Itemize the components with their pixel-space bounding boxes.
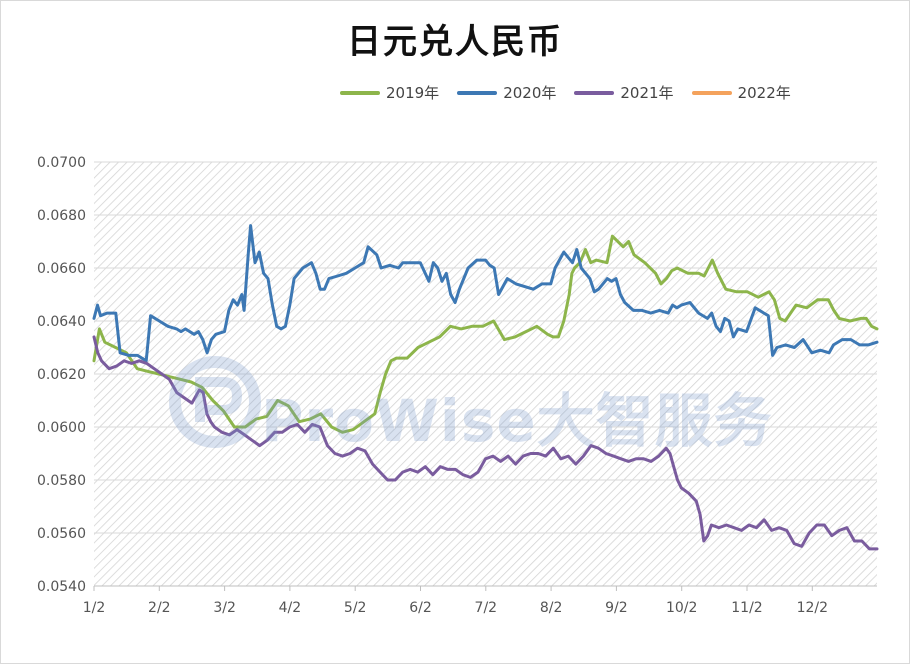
legend-label: 2021年 [620, 84, 674, 102]
y-tick-label: 0.0680 [37, 208, 86, 224]
legend-item: 2021年 [574, 82, 674, 103]
x-tick-label: 7/2 [475, 600, 498, 616]
x-tick-label: 3/2 [213, 600, 236, 616]
x-tick-label: 4/2 [279, 600, 302, 616]
legend-item: 2022年 [691, 82, 791, 103]
x-tick-label: 5/2 [344, 600, 367, 616]
y-tick-label: 0.0700 [37, 155, 86, 171]
x-tick-label: 6/2 [409, 600, 432, 616]
legend-swatch [457, 90, 498, 95]
x-tick-label: 11/2 [731, 600, 762, 616]
legend-swatch [340, 90, 380, 95]
x-tick-label: 9/2 [605, 600, 628, 616]
series-line-2019年 [92, 234, 879, 434]
y-tick-label: 0.0540 [37, 579, 86, 595]
series-line-2021年 [92, 335, 879, 551]
legend-label: 2019年 [386, 84, 440, 102]
y-tick-label: 0.0580 [37, 473, 86, 489]
legend-swatch [574, 90, 615, 95]
x-tick-label: 10/2 [666, 600, 697, 616]
x-tick-label: 12/2 [797, 600, 828, 616]
legend-label: 2020年 [503, 84, 557, 102]
chart-title: 日元兑人民币 [347, 22, 563, 62]
y-tick-label: 0.0660 [37, 261, 86, 277]
x-tick-label: 8/2 [540, 600, 563, 616]
y-tick-label: 0.0560 [37, 526, 86, 542]
chart-legend: 2019年 2020年 2021年 2022年 [340, 82, 791, 103]
legend-item: 2019年 [340, 82, 439, 103]
y-tick-label: 0.0640 [37, 314, 86, 330]
y-tick-label: 0.0600 [37, 420, 86, 436]
legend-label: 2022年 [737, 84, 791, 102]
legend-item: 2020年 [457, 82, 556, 103]
legend-swatch [691, 90, 732, 95]
y-tick-label: 0.0620 [37, 367, 86, 383]
series-line-2020年 [92, 224, 879, 363]
x-tick-label: 1/2 [83, 600, 106, 616]
x-tick-label: 2/2 [148, 600, 171, 616]
